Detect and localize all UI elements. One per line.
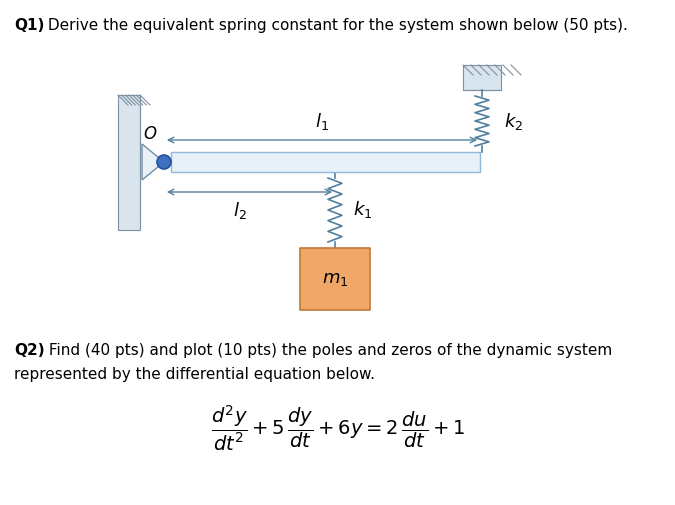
Text: $\dfrac{d^2y}{dt^2} + 5\,\dfrac{dy}{dt} + 6y = 2\,\dfrac{du}{dt} + 1$: $\dfrac{d^2y}{dt^2} + 5\,\dfrac{dy}{dt} … — [211, 403, 465, 453]
Text: $k_1$: $k_1$ — [353, 199, 373, 221]
Text: represented by the differential equation below.: represented by the differential equation… — [14, 367, 375, 382]
Text: Q1): Q1) — [14, 18, 45, 33]
Bar — [171, 152, 480, 172]
Text: $k_2$: $k_2$ — [504, 111, 523, 131]
Text: Find (40 pts) and plot (10 pts) the poles and zeros of the dynamic system: Find (40 pts) and plot (10 pts) the pole… — [44, 343, 612, 358]
Text: Derive the equivalent spring constant for the system shown below (50 pts).: Derive the equivalent spring constant fo… — [43, 18, 628, 33]
Text: Q2): Q2) — [14, 343, 45, 358]
Text: $O$: $O$ — [143, 125, 157, 143]
Bar — [300, 248, 370, 310]
Circle shape — [157, 155, 171, 169]
Bar — [463, 65, 501, 90]
Text: $m_1$: $m_1$ — [322, 270, 348, 288]
Text: $l_1$: $l_1$ — [315, 111, 329, 132]
Text: $l_2$: $l_2$ — [233, 200, 246, 221]
Bar — [118, 95, 140, 230]
Polygon shape — [142, 144, 164, 180]
